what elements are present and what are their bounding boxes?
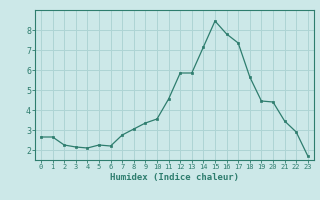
X-axis label: Humidex (Indice chaleur): Humidex (Indice chaleur) [110, 173, 239, 182]
